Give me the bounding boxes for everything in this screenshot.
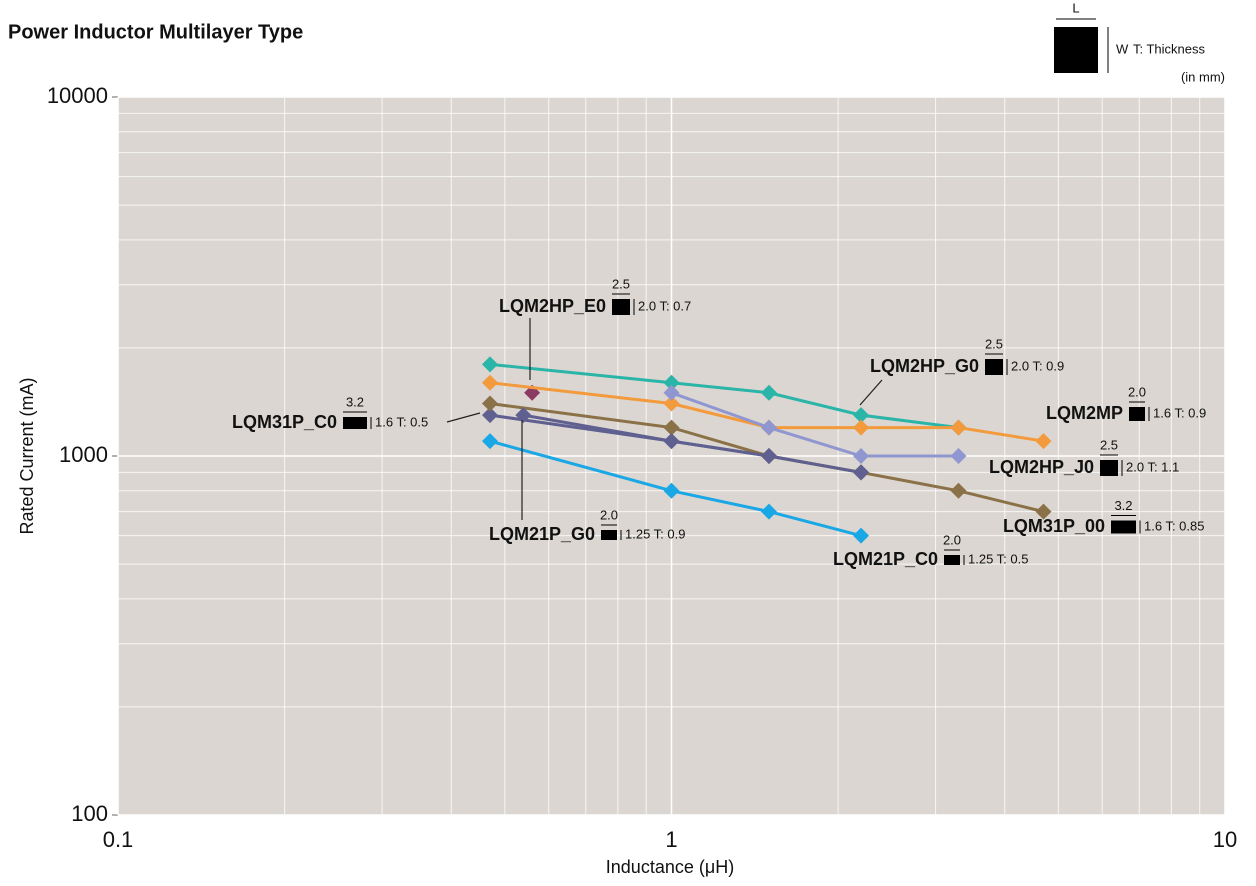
marker — [950, 419, 967, 436]
size-key: L W T: Thickness (in mm) — [1054, 0, 1225, 84]
marker — [853, 407, 870, 424]
marker — [482, 407, 499, 424]
size-wt: 1.6 T: 0.5 — [375, 414, 428, 429]
series-label: LQM21P_C0 — [833, 549, 938, 569]
size-box — [612, 299, 630, 315]
y-tick-label: 100 — [71, 801, 108, 826]
series — [663, 384, 967, 464]
series-label: LQM2HP_E0 — [499, 296, 606, 316]
size-l: 2.0 — [1128, 384, 1146, 399]
series-line — [489, 439, 862, 538]
marker — [853, 419, 870, 436]
marker — [663, 482, 680, 499]
series-line — [523, 413, 862, 474]
series-label: LQM31P_C0 — [232, 412, 337, 432]
size-l: 3.2 — [1114, 498, 1132, 513]
x-tick-label: 10 — [1213, 827, 1237, 852]
leader-line — [859, 379, 883, 406]
marker — [950, 448, 967, 464]
series-label: LQM2HP_J0 — [989, 457, 1094, 477]
size-l: 2.5 — [612, 276, 630, 291]
series — [515, 407, 870, 481]
series — [482, 374, 1052, 450]
size-box — [1129, 407, 1145, 421]
y-tick-label: 1000 — [59, 442, 108, 467]
marker — [853, 527, 870, 544]
marker — [482, 433, 499, 450]
y-tick-label: 10000 — [47, 83, 108, 108]
marker — [950, 482, 967, 499]
marker — [663, 374, 680, 391]
series-label: LQM21P_G0 — [489, 524, 595, 544]
size-l: 2.5 — [1100, 437, 1118, 452]
marker — [853, 448, 870, 464]
key-l: L — [1072, 0, 1079, 15]
key-t: T: Thickness — [1133, 41, 1206, 56]
size-box — [985, 359, 1003, 375]
chart-title: Power Inductor Multilayer Type — [8, 21, 303, 43]
series-line — [489, 381, 1044, 443]
size-wt: 1.6 T: 0.9 — [1153, 405, 1206, 420]
marker — [482, 356, 499, 373]
y-axis-label: Rated Current (mA) — [17, 377, 37, 534]
marker — [853, 464, 870, 481]
size-wt: 2.0 T: 0.9 — [1011, 358, 1064, 373]
key-w: W — [1116, 41, 1129, 56]
key-box — [1054, 27, 1098, 73]
size-l: 2.0 — [943, 532, 961, 547]
marker — [1035, 503, 1052, 520]
size-wt: 2.0 T: 0.7 — [638, 298, 691, 313]
size-wt: 1.25 T: 0.5 — [968, 551, 1028, 566]
marker — [760, 419, 777, 436]
size-box — [944, 555, 960, 565]
series-label: LQM2MP — [1046, 403, 1123, 423]
series-line — [670, 391, 959, 458]
series — [482, 433, 870, 544]
series-label: LQM31P_00 — [1003, 516, 1105, 536]
marker — [482, 374, 499, 391]
marker — [760, 448, 777, 464]
size-box — [1100, 460, 1118, 476]
size-wt: 1.25 T: 0.9 — [625, 526, 685, 541]
marker — [482, 395, 499, 412]
marker — [663, 433, 680, 450]
size-l: 2.5 — [985, 336, 1003, 351]
marker — [760, 503, 777, 520]
size-l: 3.2 — [346, 394, 364, 409]
size-box — [1111, 520, 1136, 534]
x-axis-label: Inductance (μH) — [606, 857, 734, 877]
size-wt: 2.0 T: 1.1 — [1126, 459, 1179, 474]
x-tick-label: 1 — [665, 827, 677, 852]
series-label: LQM2HP_G0 — [870, 356, 979, 376]
marker — [663, 395, 680, 412]
marker — [515, 407, 532, 424]
marker — [663, 419, 680, 436]
marker — [760, 384, 777, 401]
key-unit: (in mm) — [1181, 69, 1225, 84]
size-wt: 1.6 T: 0.85 — [1144, 518, 1204, 533]
marker — [1035, 433, 1052, 450]
leader-line — [446, 412, 481, 423]
size-box — [343, 417, 367, 429]
size-box — [601, 530, 617, 540]
size-l: 2.0 — [600, 507, 618, 522]
marker — [663, 384, 680, 401]
x-tick-label: 0.1 — [103, 827, 134, 852]
